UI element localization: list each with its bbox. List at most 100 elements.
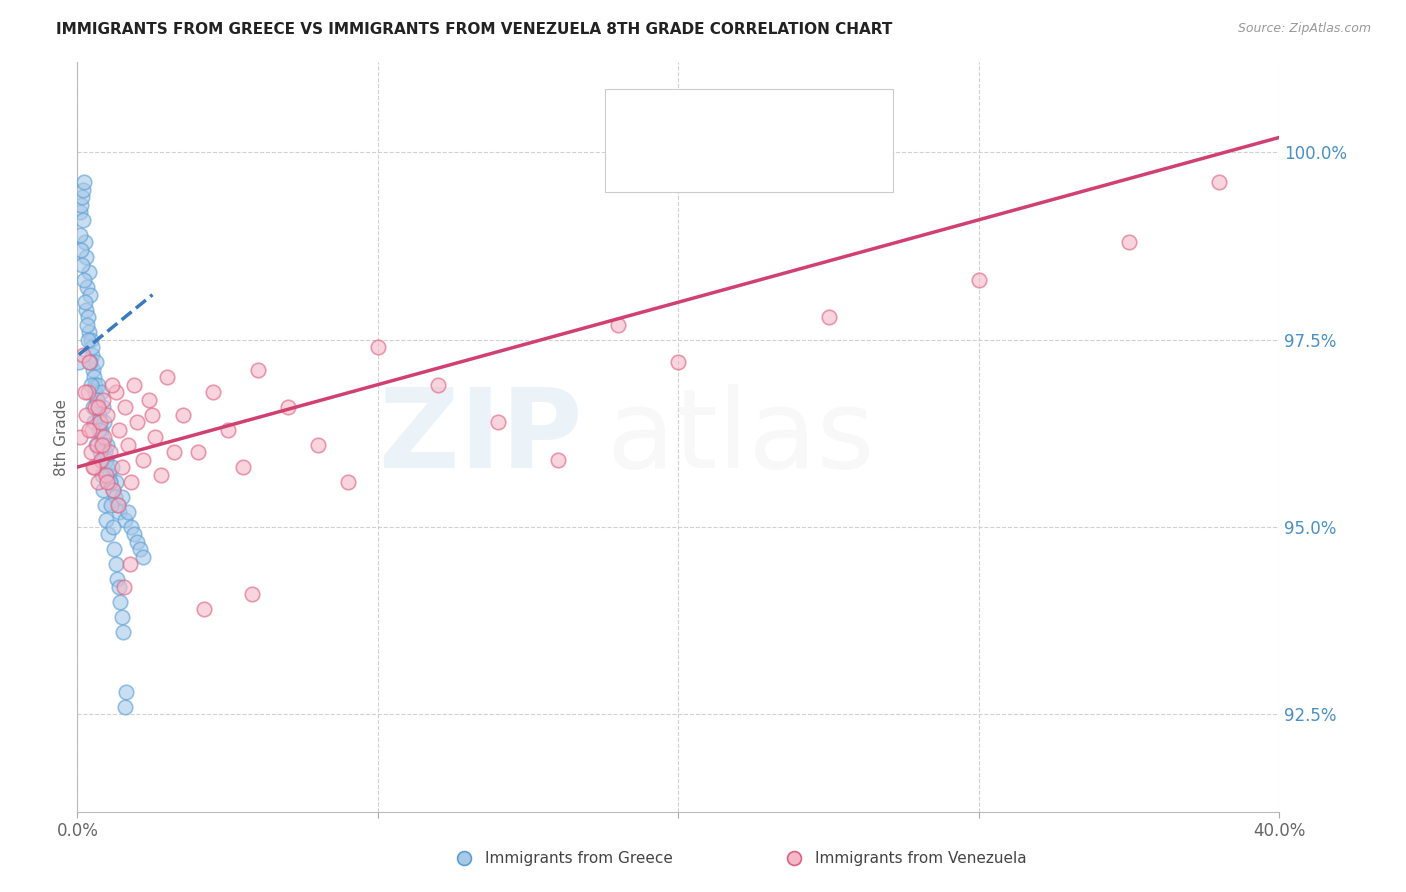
Point (96, 408, 118, 422)
Point (90, 452, 112, 467)
Point (79, 325, 101, 339)
Point (103, 483, 125, 497)
Point (101, 520, 124, 534)
Point (111, 460, 134, 475)
Point (72, 212, 94, 227)
Point (72, 183, 94, 197)
Point (75, 295, 97, 310)
Point (89, 445, 111, 459)
Point (104, 490, 127, 504)
Point (201, 385, 224, 400)
Point (114, 699, 136, 714)
Point (79, 287, 101, 301)
Point (80, 377, 103, 392)
Point (77, 265, 100, 279)
Point (1208, 175, 1230, 189)
Point (193, 602, 215, 616)
Point (607, 318, 630, 332)
Point (120, 475, 142, 489)
Point (1118, 235, 1140, 250)
Point (132, 452, 155, 467)
Point (111, 490, 134, 504)
Point (668, 355, 690, 369)
Point (97, 527, 120, 541)
Text: Immigrants from Greece: Immigrants from Greece (485, 851, 673, 865)
Point (132, 549, 155, 564)
Point (336, 475, 359, 489)
Point (186, 445, 209, 459)
Point (115, 685, 138, 699)
Point (72, 258, 94, 272)
Point (100, 498, 122, 512)
Point (217, 423, 239, 437)
Point (84, 437, 107, 451)
Point (67, 355, 90, 369)
Point (73, 235, 96, 250)
Point (82, 340, 104, 354)
Point (156, 370, 179, 384)
Y-axis label: 8th Grade: 8th Grade (53, 399, 69, 475)
Point (232, 460, 254, 475)
Point (246, 362, 269, 376)
Point (145, 430, 167, 444)
Text: ZIP: ZIP (378, 384, 582, 491)
Point (453, 851, 475, 865)
Point (112, 580, 135, 594)
Point (79, 355, 101, 369)
Point (111, 624, 134, 639)
Point (124, 527, 146, 541)
Point (86, 392, 108, 407)
Point (87, 377, 110, 392)
Point (93, 483, 115, 497)
Point (129, 542, 152, 557)
Point (89, 423, 111, 437)
Point (150, 467, 173, 482)
Point (72, 348, 94, 362)
Text: Immigrants from Venezuela: Immigrants from Venezuela (815, 851, 1028, 865)
Point (75, 408, 97, 422)
Point (69, 205, 91, 219)
Point (96, 437, 118, 451)
Point (98, 475, 121, 489)
Point (70, 243, 93, 257)
Point (89, 415, 111, 429)
Point (70, 198, 93, 212)
Point (307, 437, 329, 451)
Text: N = 65: N = 65 (783, 149, 851, 167)
Point (114, 400, 136, 414)
Point (91, 437, 114, 451)
Point (69, 430, 91, 444)
Point (277, 400, 299, 414)
Point (105, 385, 128, 400)
Text: IMMIGRANTS FROM GREECE VS IMMIGRANTS FROM VENEZUELA 8TH GRADE CORRELATION CHART: IMMIGRANTS FROM GREECE VS IMMIGRANTS FRO… (56, 22, 893, 37)
Point (101, 377, 124, 392)
Point (73, 385, 96, 400)
Point (87, 400, 110, 414)
Point (93, 430, 115, 444)
Point (76, 385, 98, 400)
Point (82, 362, 104, 376)
Point (75, 302, 97, 317)
Point (80, 333, 103, 347)
Point (124, 377, 146, 392)
Point (91, 430, 114, 444)
Point (91, 400, 114, 414)
Point (70, 190, 93, 204)
Point (626, 113, 648, 128)
Point (108, 505, 131, 519)
Point (87, 475, 110, 489)
Point (114, 512, 136, 526)
Point (82, 400, 104, 414)
Point (100, 475, 122, 489)
Point (427, 377, 450, 392)
Point (77, 423, 100, 437)
Point (783, 851, 806, 865)
Point (94, 467, 117, 482)
Point (87, 408, 110, 422)
Point (75, 250, 97, 264)
Point (107, 498, 129, 512)
Point (103, 542, 125, 557)
Point (83, 377, 105, 392)
Point (76, 318, 98, 332)
Point (100, 445, 122, 459)
